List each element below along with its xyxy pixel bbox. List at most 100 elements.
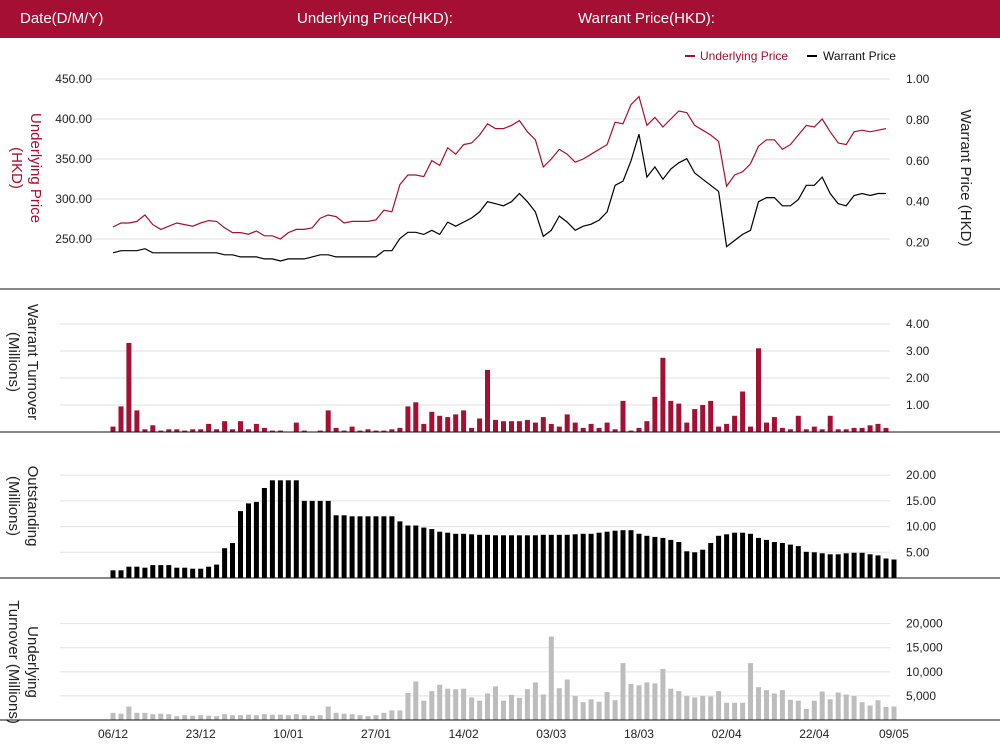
underlying-turnover-bar [676,691,682,720]
underlying-turnover-bar [564,679,570,720]
underlying-turnover-bar [548,636,554,720]
outstanding-bar [166,565,172,578]
price-ytick-left: 350.00 [55,152,92,166]
warrant-turnover-bar [764,422,769,432]
warrant-turnover-bar [644,421,650,432]
warrant-turnover-bar [261,427,267,432]
outstanding-bar [238,511,243,578]
outstanding-bar [787,544,793,578]
warrant-turnover-bar [174,429,180,432]
underlying-turnover-bar [668,688,674,720]
warrant-turnover-bar [572,422,578,432]
outstanding-bar [190,568,196,578]
warrant-turnover-bar [437,415,443,432]
underlying-turnover-bar [493,686,498,720]
outstanding-ytick: 5.00 [906,545,930,559]
underlying-turnover-bar [381,712,387,720]
warrant-turnover-bar [803,429,809,432]
warrant-turnover-bar [206,423,212,432]
x-tick-label: 06/12 [98,727,128,741]
warrant-turnover-bar [875,423,881,432]
outstanding-bar [636,533,642,578]
underlying-turnover-bar [501,700,506,720]
warrant-turnover-bar [182,430,188,432]
outstanding-bar [716,535,722,578]
warrant-turnover-bar [373,430,379,432]
price-ytick-left: 250.00 [55,232,92,246]
underlying-turnover-bar [756,687,761,720]
underlying-turnover-bar [150,714,156,720]
warrant-turnover-bar [532,422,538,432]
underlying-turnover-bar [891,706,897,720]
underlying-turnover-bar [883,707,889,720]
underlying-turnover-bar [421,700,427,720]
outstanding-ytick: 15.00 [906,494,936,508]
underlying-turnover-bar [716,691,722,720]
outstanding-bar [580,533,586,578]
underlying-turnover-bar [580,702,586,720]
underlying-turnover-bar [341,713,347,720]
outstanding-bar [110,570,116,578]
warrant-turnover-bar [516,421,522,432]
warrant-turnover-bar [668,400,674,432]
warrant-turnover-bar [867,425,873,433]
warrant-turnover-bar [700,405,706,432]
underlying-turnover-bar [636,685,642,720]
outstanding-bar [253,501,259,578]
warrant-price-label: Warrant Price(HKD): [578,10,715,27]
legend: Underlying Price Warrant Price [685,49,896,63]
underlying-turnover-bar [803,708,809,720]
price-lines [112,95,887,262]
warrant-turnover-bar [293,422,299,432]
outstanding-bar [532,535,538,578]
underlying-turnover-bar [708,696,714,720]
warrant-turnover-bar [333,427,339,432]
x-tick-label: 10/01 [273,727,303,741]
outstanding-bar [724,534,730,578]
underlying-turnover-bar [293,714,299,720]
price-ylabel-left-line2: (HKD) [8,147,25,189]
outstanding-bar [819,553,825,578]
outstanding-bar [269,480,275,578]
warrant-turnover-bar [724,423,730,432]
underlying-turnover-bar [795,700,801,720]
outstanding-bar [477,534,483,578]
x-tick-label: 14/02 [449,727,479,741]
warrant-turnover-bar [827,415,833,432]
outstanding-bar [652,536,658,578]
warrant-turnover-bar [851,427,857,432]
outstanding-bar [126,566,132,578]
price-ytick-left: 300.00 [55,192,92,206]
underlying-turnover-bar [875,700,881,720]
warrant-turnover-bar [389,429,395,432]
price-ytick-right: 0.20 [906,236,930,250]
axes: 450.00 400.00 350.00 300.00 250.00 1.00 0.80 0.… [0,72,1000,741]
warrant-turnover-bar [604,422,610,432]
outstanding-bar [349,516,355,578]
outstanding-bar [851,552,857,578]
underlying-turnover-ytick: 5,000 [906,689,936,703]
underlying-turnover-bar [453,689,459,720]
outstanding-bar [835,554,841,578]
warrant-turnover-bar [126,342,132,432]
outstanding-bar [692,552,698,578]
outstanding-bar [341,515,347,578]
outstanding-bar [620,530,626,578]
underlying-turnover-bar [134,712,140,720]
outstanding-bar [843,553,849,578]
underlying-turnover-bar [174,716,180,720]
warrant-turnover-bar [509,421,514,432]
x-tick-label: 02/04 [712,727,742,741]
warrant-turnover-bar [540,417,546,432]
x-tick-label: 03/03 [536,727,566,741]
warrant-turnover-bar [365,429,371,432]
warrant-turnover-bar [150,425,156,433]
underlying-turnover-bar [261,714,267,720]
outstanding-bar [246,503,251,578]
underlying-turnover-bar [819,691,825,720]
outstanding-bar [453,533,459,578]
outstanding-bar [493,535,498,578]
legend-underlying-label: Underlying Price [700,49,788,63]
warrant-turnover-bar [349,426,355,432]
